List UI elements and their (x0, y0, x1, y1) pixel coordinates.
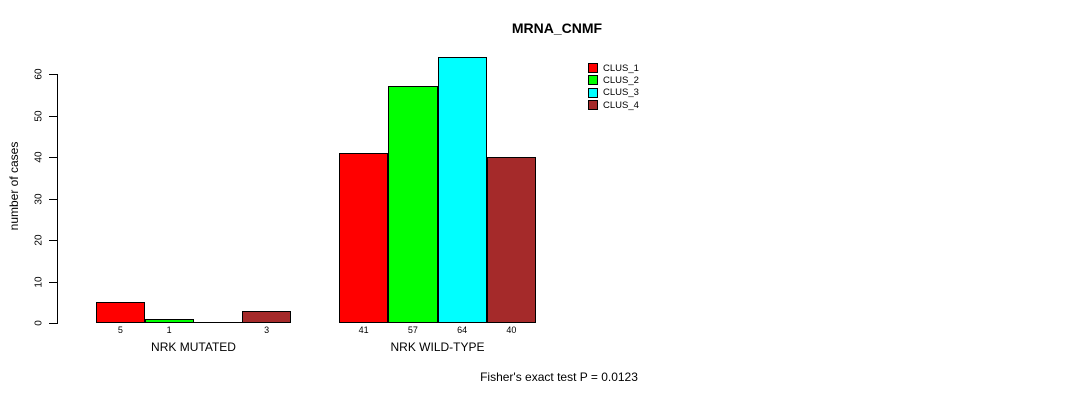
bar (388, 86, 438, 323)
bar-value-label: 40 (506, 325, 517, 335)
y-tick-label: 60 (33, 68, 45, 80)
legend-swatch (588, 75, 598, 86)
bar (339, 153, 389, 323)
y-tick-label: 50 (33, 109, 45, 122)
legend-label: CLUS_1 (603, 62, 639, 74)
bar (144, 319, 194, 323)
legend-item: CLUS_3 (588, 87, 639, 99)
bar (96, 302, 145, 323)
bar (242, 311, 291, 323)
bar (486, 157, 536, 323)
legend-swatch (588, 87, 598, 98)
bar-value-label: 5 (117, 325, 123, 335)
y-tick (49, 198, 57, 200)
category-label: NRK MUTATED (151, 340, 236, 354)
y-tick-label: 30 (33, 192, 45, 205)
legend-item: CLUS_4 (588, 99, 639, 111)
legend-swatch (588, 63, 598, 74)
bar (437, 57, 487, 323)
bar-value-label: 3 (264, 325, 270, 335)
legend: CLUS_1 CLUS_2 CLUS_3 CLUS_4 (588, 62, 639, 111)
y-tick-label: 10 (33, 275, 45, 288)
legend-label: CLUS_3 (603, 87, 639, 99)
chart-title: MRNA_CNMF (511, 20, 603, 36)
bar-value-label: 1 (166, 325, 172, 335)
y-tick (49, 323, 57, 324)
y-tick (49, 74, 57, 75)
legend-swatch (588, 100, 598, 111)
legend-label: CLUS_4 (603, 99, 639, 111)
bar-value-label: 41 (358, 325, 369, 335)
y-axis-label: number of cases (7, 141, 21, 231)
bar-value-label: 64 (457, 325, 468, 335)
y-tick (49, 281, 57, 283)
y-axis-line (57, 74, 58, 324)
chart-subtitle: Fisher's exact test P = 0.0123 (480, 370, 638, 384)
legend-item: CLUS_2 (588, 74, 639, 86)
y-tick (49, 240, 57, 241)
y-tick-label: 0 (33, 320, 45, 326)
category-label: NRK WILD-TYPE (390, 340, 485, 354)
y-tick (49, 157, 57, 158)
bar (193, 322, 243, 323)
bar-value-label: 57 (407, 325, 418, 335)
y-tick-label: 40 (33, 151, 45, 163)
y-tick-label: 20 (33, 234, 45, 246)
y-tick (49, 115, 57, 117)
legend-item: CLUS_1 (588, 62, 639, 74)
legend-label: CLUS_2 (603, 74, 639, 86)
